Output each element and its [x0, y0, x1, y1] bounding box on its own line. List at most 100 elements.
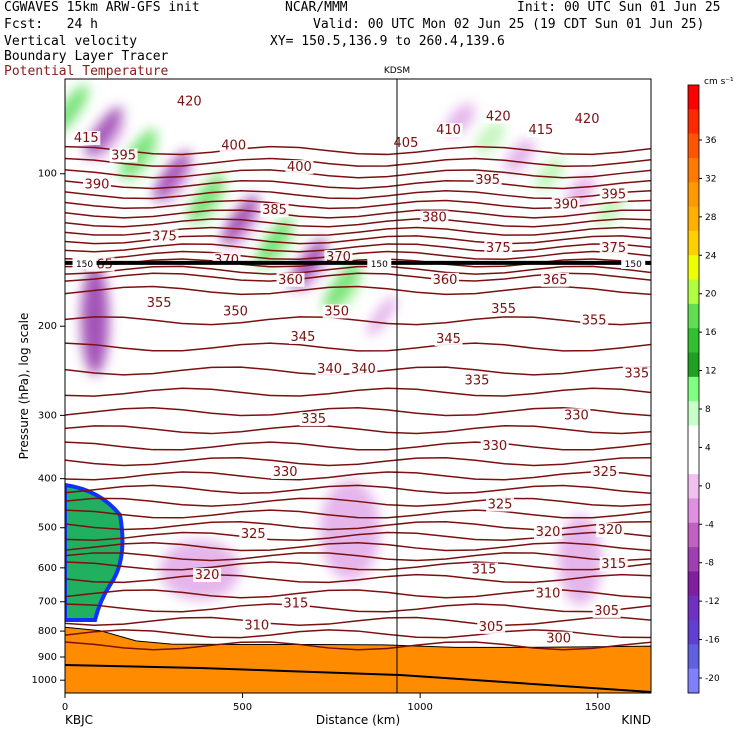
wave-cell	[129, 141, 159, 183]
colorbar-swatch	[688, 182, 699, 208]
theta-line	[65, 406, 651, 417]
y-tick-label: 600	[38, 563, 57, 574]
y-tick-label: 900	[38, 652, 57, 663]
colorbar-swatch	[688, 449, 699, 475]
theta-label-bg	[434, 123, 463, 138]
theta-label: 305	[594, 604, 619, 619]
theta-label: 415	[528, 123, 553, 138]
y-tick-label: 800	[38, 626, 57, 637]
theta-label: 315	[283, 596, 308, 611]
theta-label-bg	[473, 173, 502, 188]
theta-label: 395	[601, 188, 626, 203]
station-marker-label: KDSM	[384, 66, 410, 76]
theta-line	[65, 616, 651, 627]
colorbar-swatch	[688, 279, 699, 305]
theta-label: 320	[598, 523, 623, 538]
colorbar-swatch	[688, 303, 699, 329]
theta-label-bg	[349, 362, 378, 377]
theta-label: 420	[486, 109, 511, 124]
theta-label-bg	[431, 272, 460, 287]
theta-line	[65, 589, 651, 599]
colorbar-unit: cm s⁻¹	[704, 77, 734, 87]
theta-label: 385	[262, 203, 287, 218]
wave-cell	[81, 265, 109, 375]
colorbar-label: 24	[705, 251, 717, 261]
theta-line	[65, 573, 651, 584]
y-tick-label: 500	[38, 523, 57, 534]
colorbar-swatch	[688, 255, 699, 281]
theta-line	[65, 629, 651, 639]
theta-label-bg	[260, 203, 289, 218]
theta-line	[65, 342, 651, 352]
theta-label-bg	[322, 304, 351, 319]
theta-label: 310	[536, 587, 561, 602]
theta-label-bg	[193, 568, 222, 583]
colorbar-label: 28	[705, 213, 717, 223]
theta-label-bg	[486, 497, 515, 512]
wave-cell	[119, 128, 157, 180]
theta-label-bg	[599, 187, 628, 202]
theta-label: 335	[301, 412, 326, 427]
theta-line	[65, 218, 651, 228]
theta-label: 305	[479, 620, 504, 635]
colorbar-label: 4	[705, 443, 711, 453]
wave-cell	[505, 139, 535, 173]
colorbar-swatch	[688, 644, 699, 670]
theta-line	[65, 441, 651, 451]
wave-cell	[265, 229, 295, 271]
theta-label-bg	[150, 229, 179, 244]
theta-line	[65, 209, 651, 219]
colorbar-swatch	[688, 85, 699, 110]
theta-label-bg	[541, 272, 570, 287]
wave-cell	[163, 163, 193, 205]
theta-label: 355	[582, 314, 607, 329]
theta-label-bg	[315, 362, 344, 377]
colorbar-swatch	[688, 595, 699, 621]
tropopause-label-bg	[72, 256, 97, 269]
field-vertical-velocity: Vertical velocity	[4, 34, 138, 49]
colorbar-label: 16	[705, 328, 717, 338]
theta-line	[65, 169, 651, 179]
colorbar-label: -4	[705, 520, 714, 530]
theta-label: 390	[553, 197, 578, 212]
colorbar-swatch	[688, 401, 699, 426]
terrain-layer	[65, 482, 651, 693]
theta-label-bg	[391, 136, 420, 151]
theta-label-bg	[551, 197, 580, 212]
theta-line	[65, 250, 651, 261]
theta-contours: 4204153954003904004054104204154203853953…	[65, 94, 651, 651]
theta-line	[65, 641, 651, 651]
theta-label-bg	[580, 313, 609, 328]
theta-label: 405	[394, 136, 419, 151]
theta-label: 345	[436, 332, 461, 347]
theta-label: 360	[433, 273, 458, 288]
colorbar-label: -8	[705, 559, 714, 569]
theta-line	[65, 561, 651, 571]
x-tick-label: 500	[233, 702, 252, 713]
theta-label: 375	[486, 241, 511, 256]
theta-label: 330	[564, 408, 589, 423]
ground-surface-line	[65, 664, 651, 693]
theta-label-bg	[109, 148, 138, 163]
theta-label: 315	[601, 557, 626, 572]
theta-label-bg	[175, 94, 204, 109]
colorbar-label: 8	[705, 405, 711, 415]
theta-label: 310	[244, 619, 269, 634]
theta-label-bg	[599, 557, 628, 572]
wave-cell	[320, 480, 380, 580]
theta-label: 410	[436, 123, 461, 138]
init-time: Init: 00 UTC Sun 01 Jun 25	[517, 0, 721, 15]
theta-label: 325	[241, 527, 266, 542]
x-tick-label: 1000	[407, 702, 432, 713]
colorbar-swatch	[688, 522, 699, 548]
tropopause-line: 150 150 150	[65, 256, 651, 270]
theta-label: 420	[575, 112, 600, 127]
theta-label-bg	[484, 109, 513, 124]
tropopause-label: 150	[76, 260, 93, 270]
colorbar-swatch	[688, 547, 699, 572]
theta-label-bg	[288, 329, 317, 344]
wave-cell	[558, 515, 602, 605]
valid-time: Valid: 00 UTC Mon 02 Jun 25 (19 CDT Sun …	[313, 17, 705, 32]
y-tick-label: 1000	[32, 675, 57, 686]
